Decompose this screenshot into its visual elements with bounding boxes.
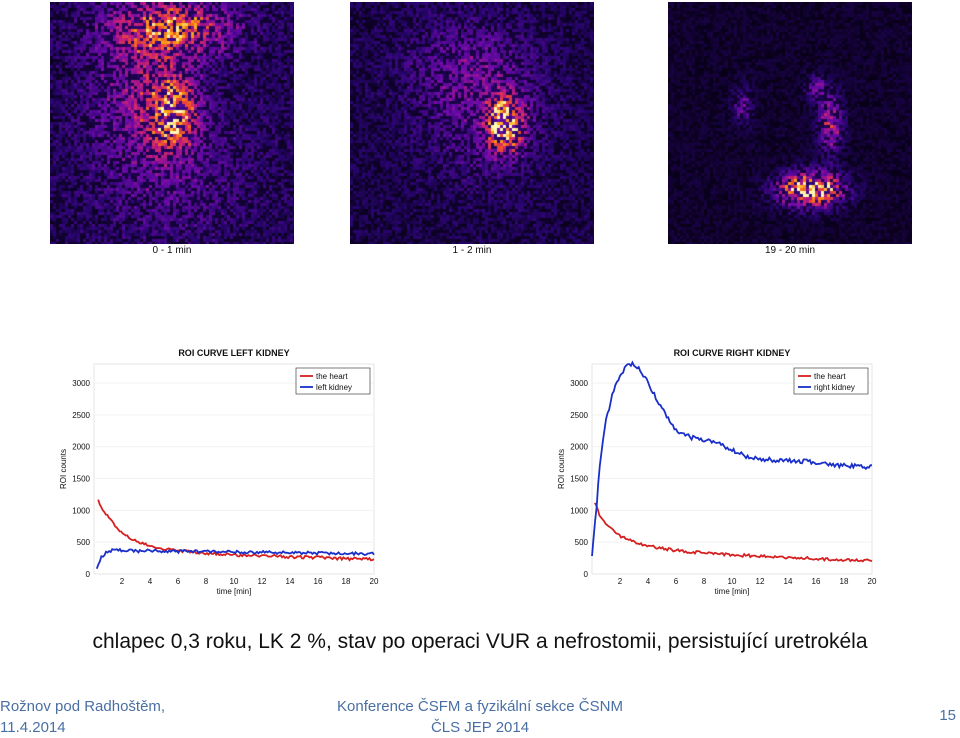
legend-label: right kidney xyxy=(814,383,855,392)
x-tick-label: 2 xyxy=(120,577,125,586)
x-tick-label: 18 xyxy=(840,577,849,586)
page-number: 15 xyxy=(939,707,956,724)
roi-curve-right-kidney-chart: ROI CURVE RIGHT KIDNEY 0 500 1000 1500 2000 25… xyxy=(550,340,880,602)
y-tick-label: 0 xyxy=(86,570,91,579)
footer-conference-line1: Konference ČSFM a fyzikální sekce ČSNM xyxy=(337,698,623,715)
chart-svg: ROI CURVE LEFT KIDNEY 0 500 1000 1500 2000 250… xyxy=(59,348,379,596)
scan-frame-0-1-min xyxy=(50,2,294,244)
y-tick-label: 3000 xyxy=(72,379,90,388)
x-tick-label: 14 xyxy=(286,577,295,586)
x-tick-label: 8 xyxy=(702,577,707,586)
slide-caption: chlapec 0,3 roku, LK 2 %, stav po operac… xyxy=(92,630,868,653)
x-tick-label: 16 xyxy=(812,577,821,586)
footer-conference: Konference ČSFM a fyzikální sekce ČSNM Č… xyxy=(290,696,670,738)
scintigraphy-image xyxy=(50,2,294,244)
series-line-the-heart xyxy=(594,502,873,563)
legend-label: left kidney xyxy=(316,383,352,392)
x-tick-label: 10 xyxy=(230,577,239,586)
x-tick-label: 20 xyxy=(868,577,877,586)
scintigraphy-image xyxy=(668,2,912,244)
series-line-the-heart xyxy=(97,499,375,562)
y-tick-label: 1500 xyxy=(72,475,90,484)
y-tick-label: 2000 xyxy=(72,443,90,452)
chart-title: ROI CURVE LEFT KIDNEY xyxy=(178,348,289,358)
y-tick-label: 2500 xyxy=(570,411,588,420)
chart-svg: ROI CURVE RIGHT KIDNEY 0 500 1000 1500 2000 25… xyxy=(557,348,877,596)
x-tick-label: 2 xyxy=(618,577,623,586)
y-tick-label: 1500 xyxy=(570,475,588,484)
x-tick-label: 20 xyxy=(370,577,379,586)
roi-curve-left-kidney-chart: ROI CURVE LEFT KIDNEY 0 500 1000 1500 2000 250… xyxy=(52,340,382,602)
x-tick-label: 6 xyxy=(176,577,181,586)
plot-area xyxy=(93,363,375,575)
x-tick-label: 4 xyxy=(646,577,651,586)
y-axis-label: ROI counts xyxy=(557,449,566,489)
y-tick-label: 2500 xyxy=(72,411,90,420)
x-tick-label: 12 xyxy=(756,577,765,586)
x-axis-label: time [min] xyxy=(715,587,750,596)
scan-frame-1-2-min xyxy=(350,2,594,244)
legend-label: the heart xyxy=(814,372,846,381)
y-tick-label: 500 xyxy=(77,538,91,547)
series-line-right-kidney xyxy=(591,360,873,557)
plot-area xyxy=(591,363,873,575)
footer-date: 11.4.2014 xyxy=(0,719,66,736)
scan-label: 19 - 20 min xyxy=(764,245,816,256)
x-tick-label: 8 xyxy=(204,577,209,586)
series-line-left-kidney xyxy=(95,547,375,570)
y-axis-label: ROI counts xyxy=(59,449,68,489)
y-tick-label: 3000 xyxy=(570,379,588,388)
legend-box xyxy=(295,367,371,395)
y-tick-label: 1000 xyxy=(72,506,90,515)
x-tick-label: 16 xyxy=(314,577,323,586)
x-tick-label: 18 xyxy=(342,577,351,586)
chart-title: ROI CURVE RIGHT KIDNEY xyxy=(674,348,791,358)
y-tick-label: 0 xyxy=(584,570,589,579)
scan-label: 1 - 2 min xyxy=(452,245,492,256)
scan-label: 0 - 1 min xyxy=(152,245,192,256)
scan-frame-19-20-min xyxy=(668,2,912,244)
y-tick-label: 1000 xyxy=(570,506,588,515)
footer-location: Rožnov pod Radhoštěm, 11.4.2014 xyxy=(0,696,240,738)
x-tick-label: 6 xyxy=(674,577,679,586)
x-tick-label: 12 xyxy=(258,577,267,586)
footer-conference-line2: ČLS JEP 2014 xyxy=(430,719,530,736)
x-tick-label: 10 xyxy=(728,577,737,586)
legend-label: the heart xyxy=(316,372,348,381)
scintigraphy-image xyxy=(350,2,594,244)
y-tick-label: 500 xyxy=(575,538,589,547)
footer-location-line1: Rožnov pod Radhoštěm, xyxy=(0,698,166,715)
x-tick-label: 4 xyxy=(148,577,153,586)
legend-box xyxy=(793,367,869,395)
x-tick-label: 14 xyxy=(784,577,793,586)
x-axis-label: time [min] xyxy=(217,587,252,596)
y-tick-label: 2000 xyxy=(570,443,588,452)
